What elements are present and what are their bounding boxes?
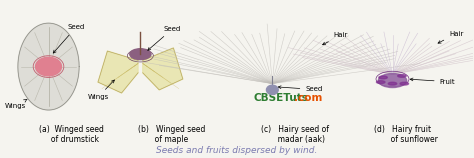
Ellipse shape <box>388 82 397 85</box>
Text: Seeds and fruits dispersed by wind.: Seeds and fruits dispersed by wind. <box>156 146 318 155</box>
Polygon shape <box>18 23 79 110</box>
Text: Hair: Hair <box>323 32 348 45</box>
Text: .com: .com <box>293 93 322 103</box>
Text: (c)   Hairy seed of
       madar (aak): (c) Hairy seed of madar (aak) <box>261 125 328 144</box>
Ellipse shape <box>266 85 278 94</box>
Text: (a)  Winged seed
     of drumstick: (a) Winged seed of drumstick <box>39 125 104 144</box>
Text: Seed: Seed <box>148 26 181 50</box>
Ellipse shape <box>398 75 406 77</box>
Polygon shape <box>98 51 138 93</box>
Text: CBSETuts: CBSETuts <box>254 93 309 103</box>
Ellipse shape <box>400 82 409 85</box>
Text: (b)   Winged seed
       of maple: (b) Winged seed of maple <box>138 125 205 144</box>
Ellipse shape <box>379 76 387 79</box>
Text: Wings: Wings <box>5 99 27 109</box>
Text: Seed: Seed <box>53 24 85 53</box>
Polygon shape <box>143 48 183 90</box>
Ellipse shape <box>376 81 385 83</box>
Text: Fruit: Fruit <box>410 78 455 85</box>
Ellipse shape <box>130 49 151 60</box>
Text: Wings: Wings <box>87 80 114 100</box>
Ellipse shape <box>378 74 407 88</box>
Text: Seed: Seed <box>278 86 323 92</box>
Ellipse shape <box>36 57 62 76</box>
Text: (d)   Hairy fruit
       of sunflower: (d) Hairy fruit of sunflower <box>374 125 438 144</box>
Text: Hair: Hair <box>438 30 464 43</box>
